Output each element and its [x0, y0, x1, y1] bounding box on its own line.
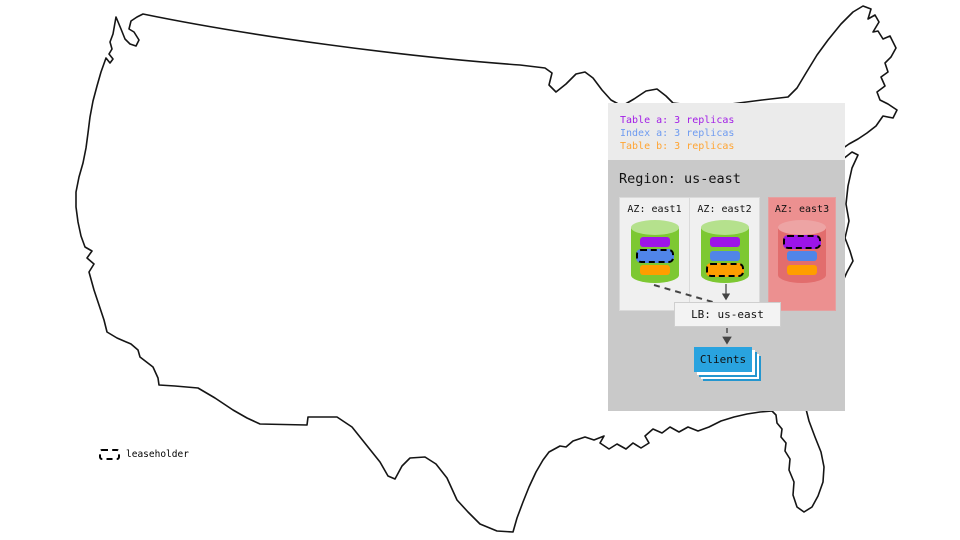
az-east1-database-cylinder-icon: [630, 220, 679, 283]
az-east2: AZ: east2: [689, 197, 760, 311]
leaseholder-swatch-icon: [99, 449, 120, 460]
replica-bars: [783, 235, 821, 279]
cylinder-top-ellipse: [630, 220, 679, 235]
az-east1-label: AZ: east1: [627, 204, 682, 215]
clients-box: Clients: [694, 347, 752, 372]
clients-label: Clients: [699, 353, 747, 366]
replica-bar-index-a: [709, 251, 740, 261]
region-panel: Region: us-east AZ: east1 AZ: east2: [608, 160, 845, 411]
leaseholder-legend: leaseholder: [99, 449, 189, 460]
replica-bar-table-b: [639, 265, 670, 275]
az-east3-label: AZ: east3: [774, 204, 830, 215]
load-balancer-label: LB: us-east: [691, 308, 764, 321]
replica-bar-table-b: [787, 265, 817, 275]
replica-bar-table-b: [705, 263, 744, 277]
legend-line-table-b: Table b: 3 replicas: [620, 141, 735, 152]
region-diagram: Table a: 3 replicas Index a: 3 replicas …: [608, 103, 845, 411]
az-east3: AZ: east3: [768, 197, 836, 311]
az-east3-database-cylinder-icon: [778, 220, 826, 283]
cylinder-top-ellipse: [700, 220, 749, 235]
leaseholder-label: leaseholder: [126, 449, 189, 460]
az-east2-label: AZ: east2: [697, 204, 752, 215]
legend-line-table-a: Table a: 3 replicas: [620, 115, 735, 126]
replica-bars: [705, 237, 744, 279]
replica-bars: [635, 237, 674, 279]
replica-bar-index-a: [635, 249, 674, 263]
replica-bar-table-a: [709, 237, 740, 247]
az-east2-database-cylinder-icon: [700, 220, 749, 283]
replica-legend: Table a: 3 replicas Index a: 3 replicas …: [608, 103, 845, 160]
az-east1: AZ: east1: [619, 197, 690, 311]
replica-bar-table-a: [639, 237, 670, 247]
replica-bar-table-a: [783, 235, 821, 249]
region-title: Region: us-east: [619, 171, 741, 187]
legend-line-index-a: Index a: 3 replicas: [620, 128, 735, 139]
load-balancer-box: LB: us-east: [674, 302, 781, 327]
cylinder-top-ellipse: [778, 220, 826, 235]
replica-bar-index-a: [787, 251, 817, 261]
